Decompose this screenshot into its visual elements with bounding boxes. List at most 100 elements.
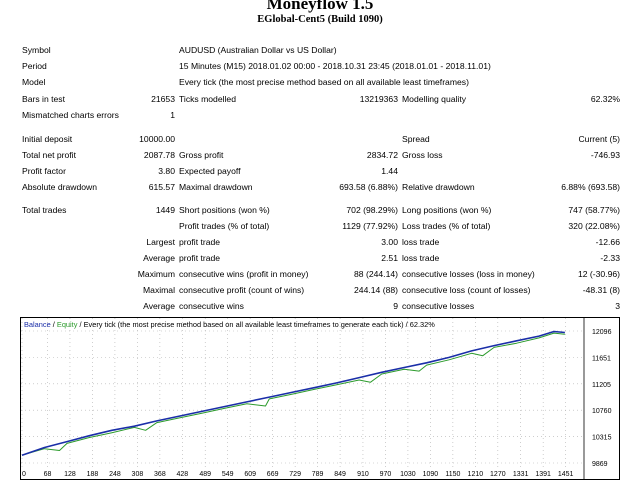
avg-cons-losses-value: 3: [615, 301, 620, 311]
average-loss-label: loss trade: [402, 253, 440, 263]
quality-value: 62.32%: [590, 94, 620, 104]
profit-factor-value: 3.80: [158, 166, 175, 176]
rel-drawdown-label: Relative drawdown: [402, 182, 475, 192]
chart-border: [20, 317, 620, 480]
y-tick-label: 11651: [592, 355, 611, 362]
abs-drawdown-label: Absolute drawdown: [22, 182, 98, 192]
average-loss-value: -2.33: [600, 253, 620, 263]
profit-trades-label: Profit trades (% of total): [179, 221, 270, 231]
largest-loss-value: -12.66: [595, 237, 620, 247]
balance-line: [21, 330, 565, 456]
legend-balance: Balance: [24, 320, 51, 329]
x-tick-label: 1391: [535, 471, 551, 478]
symbol-label: Symbol: [22, 45, 51, 55]
spread-value: Current (5): [578, 134, 620, 144]
x-tick-label: 308: [132, 471, 144, 478]
max-cons-wins-value: 88 (244.14): [354, 269, 398, 279]
balance-equity-chart: 12096 11651 11205 10760 10315 9869 0 68 128 188 2…: [20, 317, 620, 480]
x-tick-label: 789: [312, 471, 324, 478]
ticks-value: 13219363: [359, 94, 398, 104]
profit-trades-value: 1129 (77.92%): [342, 221, 398, 231]
mismatched-value: 1: [170, 110, 175, 120]
maximum-label: Maximum: [137, 269, 175, 279]
total-trades-label: Total trades: [22, 205, 67, 215]
x-tick-label: 1030: [400, 471, 416, 478]
x-tick-label: 609: [244, 471, 256, 478]
largest-profit-label: profit trade: [179, 237, 221, 247]
max-drawdown-value: 693.58 (6.88%): [339, 182, 398, 192]
ticks-label: Ticks modelled: [179, 94, 236, 104]
x-tick-label: 1210: [468, 471, 484, 478]
spread-label: Spread: [402, 134, 430, 144]
long-label: Long positions (won %): [402, 205, 492, 215]
chart-series: [21, 330, 565, 456]
maximal-cons-profit-label: consecutive profit (count of wins): [179, 285, 305, 295]
maximal-cons-loss-label: consecutive loss (count of losses): [402, 285, 531, 295]
loss-trades-label: Loss trades (% of total): [402, 221, 491, 231]
gross-loss-value: -746.93: [590, 150, 620, 160]
avg-cons-losses-label: consecutive losses: [402, 301, 475, 311]
x-tick-label: 248: [109, 471, 121, 478]
largest-label: Largest: [146, 237, 175, 247]
average-profit-label: profit trade: [179, 253, 221, 263]
report-subtitle: EGlobal-Cent5 (Build 1090): [257, 14, 383, 25]
average-label: Average: [143, 253, 175, 263]
model-value: Every tick (the most precise method base…: [179, 77, 469, 87]
x-tick-label: 489: [199, 471, 211, 478]
equity-line: [21, 332, 565, 456]
average2-label: Average: [143, 301, 175, 311]
x-tick-label: 128: [64, 471, 76, 478]
short-value: 702 (98.29%): [346, 205, 398, 215]
y-tick-label: 11205: [592, 382, 611, 389]
abs-drawdown-value: 615.57: [148, 182, 175, 192]
avg-cons-wins-label: consecutive wins: [179, 301, 244, 311]
initial-deposit-value: 10000.00: [139, 134, 175, 144]
max-drawdown-label: Maximal drawdown: [179, 182, 253, 192]
rel-drawdown-value: 6.88% (693.58): [561, 182, 620, 192]
quality-label: Modelling quality: [402, 94, 467, 104]
gross-profit-label: Gross profit: [179, 150, 224, 160]
largest-loss-label: loss trade: [402, 237, 440, 247]
avg-cons-wins-value: 9: [393, 301, 398, 311]
y-tick-label: 9869: [592, 461, 608, 468]
x-tick-label: 910: [357, 471, 369, 478]
x-tick-label: 669: [267, 471, 279, 478]
x-tick-label: 188: [87, 471, 99, 478]
max-cons-losses-value: 12 (-30.96): [577, 269, 620, 279]
maximal-cons-profit-value: 244.14 (88): [354, 285, 398, 295]
symbol-value: AUDUSD (Australian Dollar vs US Dollar): [179, 45, 337, 55]
x-tick-label: 0: [22, 471, 26, 478]
report-title: Moneyflow 1.5: [266, 0, 374, 13]
maximal-label: Maximal: [143, 285, 175, 295]
mismatched-label: Mismatched charts errors: [22, 110, 119, 120]
y-tick-label: 12096: [592, 329, 612, 336]
x-tick-label: 68: [44, 471, 52, 478]
loss-trades-value: 320 (22.08%): [568, 221, 620, 231]
maximal-cons-loss-value: -48.31 (8): [582, 285, 620, 295]
expected-payoff-value: 1.44: [381, 166, 398, 176]
x-tick-label: 729: [289, 471, 301, 478]
largest-profit-value: 3.00: [381, 237, 398, 247]
chart-legend: Balance / Equity / Every tick (the most …: [24, 320, 435, 330]
x-tick-label: 1090: [423, 471, 439, 478]
period-label: Period: [22, 61, 47, 71]
expected-payoff-label: Expected payoff: [179, 166, 241, 176]
max-cons-wins-label: consecutive wins (profit in money): [179, 269, 309, 279]
initial-deposit-label: Initial deposit: [22, 134, 73, 144]
x-tick-label: 428: [177, 471, 189, 478]
total-trades-value: 1449: [155, 205, 175, 215]
period-value: 15 Minutes (M15) 2018.01.02 00:00 - 2018…: [179, 61, 491, 71]
x-tick-label: 549: [222, 471, 234, 478]
x-tick-label: 849: [334, 471, 346, 478]
average-profit-value: 2.51: [381, 253, 398, 263]
bars-label: Bars in test: [22, 94, 65, 104]
max-cons-losses-label: consecutive losses (loss in money): [402, 269, 535, 279]
legend-description: / Every tick (the most precise method ba…: [77, 320, 435, 329]
x-tick-label: 1331: [513, 471, 529, 478]
y-tick-label: 10315: [592, 435, 612, 442]
y-axis-ticks: 12096 11651 11205 10760 10315 9869: [592, 329, 612, 468]
bars-value: 21653: [151, 94, 175, 104]
net-profit-value: 2087.78: [143, 150, 175, 160]
chart-grid: [21, 318, 585, 479]
x-axis-ticks: 0 68 128 188 248 308 368 428 489 549 609 669 729 789 8…: [22, 471, 574, 478]
